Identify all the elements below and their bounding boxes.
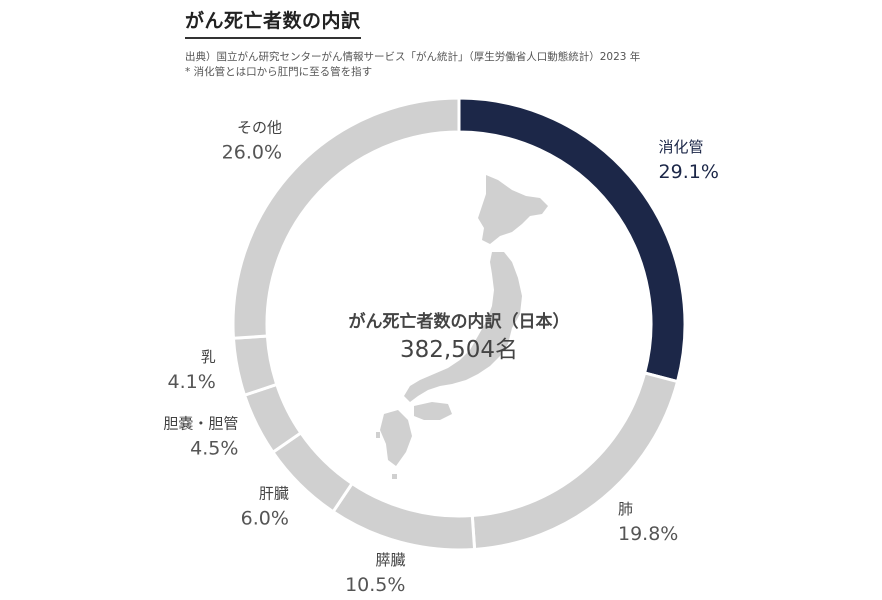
center-total: 382,504名 [400, 337, 518, 363]
slice-label-value-1: 29.1% [659, 161, 719, 183]
slice-label-name-1: 消化管 [659, 138, 704, 156]
center-title: がん死亡者数の内訳（日本） [349, 311, 570, 332]
kyushu-shape [380, 410, 412, 466]
slice-label-value-3: 10.5% [345, 574, 405, 596]
hokkaido-shape [478, 175, 548, 244]
slice-label-value-6: 4.1% [168, 371, 216, 393]
slice-label-name-3: 膵臓 [375, 551, 405, 569]
slice-labels: 消化管 29.1% 肺 19.8% 膵臓 10.5% 肝臓 6.0% 胆嚢・胆管 4.5% 乳 4.1… [163, 119, 718, 596]
shikoku-shape [414, 402, 452, 420]
source-text: 出典）国立がん研究センターがん情報サービス「がん統計」（厚生労働省人口動態統計）… [185, 51, 641, 63]
japan-map-illustration [376, 175, 548, 479]
source-notes: 出典）国立がん研究センターがん情報サービス「がん統計」（厚生労働省人口動態統計）… [185, 50, 640, 80]
islands-shape [376, 432, 397, 479]
slice-label-name-7: その他 [237, 119, 282, 137]
honshu-shape [404, 252, 522, 402]
donut-slice-6 [231, 334, 279, 398]
donut-slices [231, 96, 687, 552]
chart-title-container: がん死亡者数の内訳 [185, 6, 361, 39]
donut-slice-3 [331, 481, 477, 552]
slice-label-name-5: 胆嚢・胆管 [163, 415, 238, 433]
slice-label-value-4: 6.0% [241, 507, 289, 529]
slice-label-name-2: 肺 [618, 500, 633, 518]
page-title: がん死亡者数の内訳 [185, 10, 361, 32]
slice-label-value-2: 19.8% [618, 523, 678, 545]
slice-label-name-4: 肝臓 [259, 484, 289, 502]
slice-label-value-7: 26.0% [222, 142, 282, 164]
donut-center-text: がん死亡者数の内訳（日本） 382,504名 [349, 311, 570, 363]
slice-label-name-6: 乳 [201, 348, 216, 366]
donut-slice-7 [231, 96, 461, 340]
footnote-text: * 消化管とは口から肛門に至る管を指す [185, 66, 373, 78]
slice-label-value-5: 4.5% [190, 438, 238, 460]
